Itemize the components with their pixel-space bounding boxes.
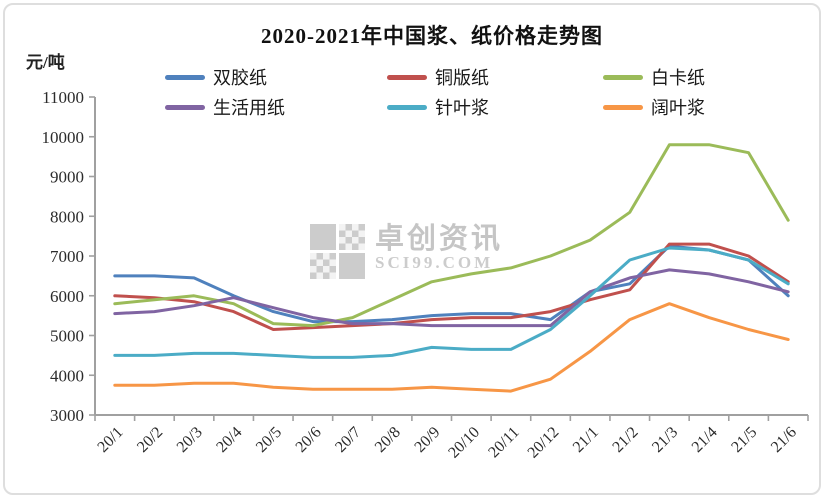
x-tick-label: 20/12 <box>525 424 563 462</box>
legend-swatch-icon <box>387 104 427 110</box>
legend-swatch-icon <box>165 104 205 110</box>
x-tick-label: 20/10 <box>445 424 483 462</box>
legend-item-3: 生活用纸 <box>165 94 285 120</box>
y-tick-label: 5000 <box>50 327 84 346</box>
legend-item-1: 铜版纸 <box>387 64 489 90</box>
x-tick-label: 21/1 <box>570 424 602 456</box>
series-line-3 <box>113 268 790 328</box>
x-tick-label: 21/3 <box>649 424 681 456</box>
x-tick-label: 21/5 <box>728 424 760 456</box>
x-tick-label: 20/11 <box>485 424 522 461</box>
y-tick-label: 3000 <box>50 406 84 425</box>
legend: 双胶纸 铜版纸 白卡纸生活用纸 针叶浆 阔叶浆 <box>0 0 824 130</box>
legend-item-0: 双胶纸 <box>165 64 267 90</box>
legend-label: 铜版纸 <box>435 68 489 88</box>
series-line-0 <box>113 244 790 324</box>
legend-item-5: 阔叶浆 <box>603 94 705 120</box>
legend-swatch-icon <box>165 74 205 80</box>
x-tick-label: 20/6 <box>293 424 325 456</box>
x-tick-label: 20/9 <box>411 424 443 456</box>
series-line-2 <box>113 143 790 328</box>
x-tick-label: 21/6 <box>768 424 800 456</box>
series-line-1 <box>113 242 790 331</box>
y-tick-label: 6000 <box>50 287 84 306</box>
y-tick-label: 7000 <box>50 247 84 266</box>
legend-label: 白卡纸 <box>651 68 705 88</box>
series-line-5 <box>113 302 790 393</box>
y-tick-label: 10000 <box>42 128 85 147</box>
x-tick-label: 21/2 <box>609 424 641 456</box>
chart-title: 2020-2021年中国浆、纸价格走势图 <box>261 24 603 48</box>
y-tick-label: 11000 <box>42 88 84 107</box>
legend-item-4: 针叶浆 <box>387 94 489 120</box>
x-tick-label: 20/3 <box>174 424 206 456</box>
x-tick-label: 21/4 <box>689 424 721 456</box>
legend-swatch-icon <box>603 74 643 80</box>
y-tick-label: 9000 <box>50 168 84 187</box>
series-line-4 <box>113 246 790 359</box>
legend-swatch-icon <box>387 74 427 80</box>
x-tick-label: 20/4 <box>213 424 245 456</box>
x-tick-label: 20/2 <box>134 424 166 456</box>
y-axis-unit-label: 元/吨 <box>26 53 65 72</box>
legend-item-2: 白卡纸 <box>603 64 705 90</box>
x-tick-label: 20/5 <box>253 424 285 456</box>
x-tick-label: 20/8 <box>372 424 404 456</box>
legend-label: 双胶纸 <box>213 68 267 88</box>
y-tick-label: 4000 <box>50 366 84 385</box>
legend-label: 针叶浆 <box>435 98 489 118</box>
y-tick-label: 8000 <box>50 207 84 226</box>
legend-label: 生活用纸 <box>213 98 285 118</box>
legend-swatch-icon <box>603 104 643 110</box>
x-tick-label: 20/1 <box>94 424 126 456</box>
legend-label: 阔叶浆 <box>651 98 705 118</box>
x-tick-label: 20/7 <box>332 424 364 456</box>
